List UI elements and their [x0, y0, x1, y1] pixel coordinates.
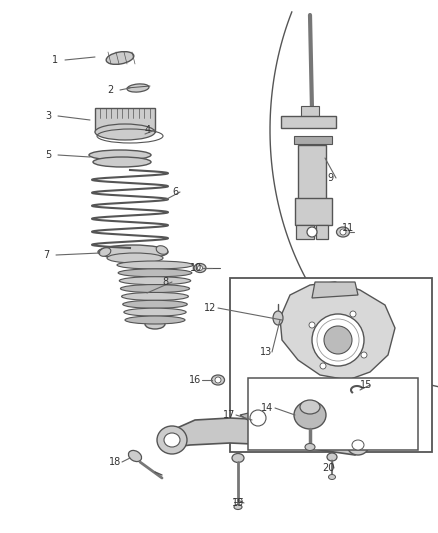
- Ellipse shape: [106, 52, 134, 64]
- Ellipse shape: [320, 363, 326, 369]
- Polygon shape: [240, 408, 285, 428]
- Ellipse shape: [215, 377, 221, 383]
- Ellipse shape: [194, 263, 206, 272]
- Polygon shape: [280, 282, 395, 380]
- Ellipse shape: [234, 505, 242, 510]
- Ellipse shape: [99, 248, 111, 256]
- Ellipse shape: [124, 308, 186, 316]
- Bar: [248, 378, 418, 450]
- Ellipse shape: [312, 314, 364, 366]
- Ellipse shape: [250, 410, 266, 426]
- Ellipse shape: [127, 84, 149, 92]
- Ellipse shape: [350, 311, 356, 317]
- Text: 9: 9: [327, 173, 333, 183]
- Ellipse shape: [361, 352, 367, 358]
- Bar: [230, 278, 432, 452]
- Ellipse shape: [309, 322, 315, 328]
- Ellipse shape: [118, 269, 192, 277]
- Text: 8: 8: [162, 277, 168, 287]
- Ellipse shape: [305, 443, 315, 450]
- Text: 7: 7: [43, 250, 49, 260]
- Ellipse shape: [128, 450, 141, 462]
- Ellipse shape: [120, 285, 190, 293]
- Ellipse shape: [107, 253, 163, 263]
- Ellipse shape: [145, 319, 165, 329]
- Ellipse shape: [352, 440, 364, 450]
- Text: 19: 19: [232, 498, 244, 508]
- Text: 10: 10: [190, 263, 202, 273]
- Bar: [280, 116, 336, 128]
- Ellipse shape: [212, 375, 225, 385]
- Ellipse shape: [98, 245, 168, 259]
- Polygon shape: [295, 198, 332, 225]
- Ellipse shape: [123, 300, 187, 308]
- Ellipse shape: [324, 326, 352, 354]
- Ellipse shape: [157, 426, 187, 454]
- Text: 13: 13: [260, 347, 272, 357]
- Polygon shape: [312, 282, 358, 298]
- Ellipse shape: [198, 265, 202, 271]
- Ellipse shape: [273, 311, 283, 325]
- Text: 14: 14: [261, 403, 273, 413]
- Ellipse shape: [95, 124, 155, 140]
- Ellipse shape: [122, 293, 188, 301]
- Ellipse shape: [93, 157, 151, 167]
- Bar: [294, 136, 332, 144]
- Ellipse shape: [300, 400, 320, 414]
- Ellipse shape: [89, 150, 151, 160]
- Ellipse shape: [294, 401, 326, 429]
- Bar: [298, 144, 326, 199]
- Bar: [296, 225, 314, 239]
- Bar: [301, 106, 319, 118]
- Text: 6: 6: [172, 187, 178, 197]
- Polygon shape: [168, 418, 365, 455]
- Text: 20: 20: [322, 463, 334, 473]
- Text: 12: 12: [204, 303, 216, 313]
- Text: 18: 18: [109, 457, 121, 467]
- Ellipse shape: [156, 246, 168, 254]
- Ellipse shape: [307, 227, 317, 237]
- Ellipse shape: [336, 227, 350, 237]
- Text: 2: 2: [107, 85, 113, 95]
- Text: 17: 17: [223, 410, 235, 420]
- Text: 15: 15: [360, 380, 372, 390]
- Text: 1: 1: [52, 55, 58, 65]
- Text: 16: 16: [189, 375, 201, 385]
- Ellipse shape: [328, 474, 336, 480]
- Ellipse shape: [327, 453, 337, 461]
- Ellipse shape: [232, 454, 244, 463]
- Ellipse shape: [117, 261, 193, 269]
- Ellipse shape: [347, 435, 369, 455]
- Ellipse shape: [125, 316, 185, 324]
- Ellipse shape: [340, 229, 346, 235]
- Text: 3: 3: [45, 111, 51, 121]
- Polygon shape: [95, 108, 155, 132]
- Text: 11: 11: [342, 223, 354, 233]
- Text: 4: 4: [145, 125, 151, 135]
- Bar: [316, 225, 328, 239]
- Text: 5: 5: [45, 150, 51, 160]
- Ellipse shape: [164, 433, 180, 447]
- Ellipse shape: [119, 277, 191, 285]
